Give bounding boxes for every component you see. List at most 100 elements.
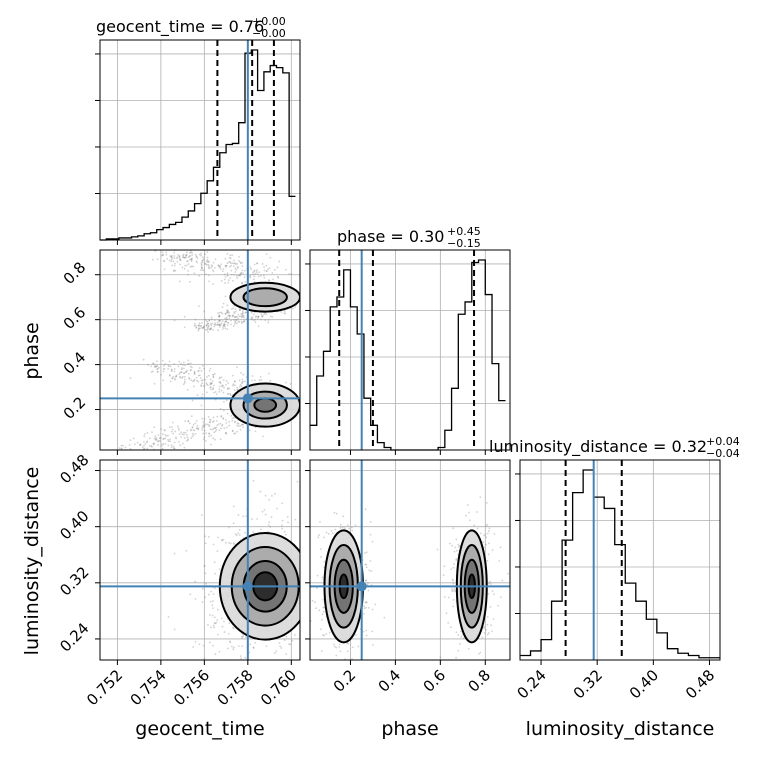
sample-point-phase-luminosity_distance [460, 635, 463, 638]
sample-point-geocent_time-luminosity_distance [286, 516, 289, 518]
xlabel-geocent-time: geocent_time [135, 718, 264, 740]
sample-point-geocent_time-phase [172, 445, 175, 448]
sample-point-phase-luminosity_distance [330, 529, 333, 532]
sample-point-geocent_time-phase [261, 315, 263, 317]
sample-point-geocent_time-luminosity_distance [201, 601, 204, 603]
sample-point-geocent_time-luminosity_distance [214, 622, 217, 625]
sample-point-geocent_time-luminosity_distance [252, 531, 255, 534]
sample-point-geocent_time-phase [146, 432, 149, 434]
sample-point-geocent_time-luminosity_distance [238, 528, 241, 531]
sample-point-phase-luminosity_distance [363, 607, 366, 610]
sample-point-geocent_time-phase [234, 421, 236, 424]
sample-point-geocent_time-luminosity_distance [232, 522, 235, 525]
sample-point-phase-luminosity_distance [443, 565, 446, 568]
sample-point-geocent_time-luminosity_distance [276, 507, 278, 510]
sample-point-geocent_time-phase [181, 368, 183, 371]
sample-point-geocent_time-phase [202, 256, 204, 259]
sample-point-geocent_time-phase [202, 423, 205, 425]
sample-point-geocent_time-phase [261, 315, 264, 318]
sample-point-geocent_time-phase [192, 385, 195, 388]
sample-point-geocent_time-phase [181, 376, 184, 379]
sample-point-geocent_time-phase [217, 312, 219, 315]
sample-point-geocent_time-phase [174, 262, 176, 265]
sample-point-geocent_time-luminosity_distance [229, 542, 232, 545]
sample-point-phase-luminosity_distance [493, 593, 495, 596]
sample-point-geocent_time-phase [142, 448, 145, 450]
sample-point-geocent_time-phase [183, 267, 186, 270]
ytick-label-geocent_time-luminosity_distance: 0.32 [56, 563, 92, 599]
sample-point-geocent_time-phase [206, 329, 208, 331]
sample-point-geocent_time-phase [242, 314, 245, 317]
sample-point-geocent_time-phase [182, 431, 185, 434]
sample-point-geocent_time-phase [241, 269, 244, 272]
sample-point-phase-luminosity_distance [346, 650, 349, 653]
sample-point-geocent_time-phase [183, 437, 186, 440]
sample-point-geocent_time-phase [176, 256, 179, 259]
sample-point-geocent_time-phase [226, 253, 229, 255]
sample-point-geocent_time-luminosity_distance [194, 598, 197, 600]
sample-point-geocent_time-luminosity_distance [366, 604, 368, 606]
sample-point-geocent_time-phase [240, 371, 242, 374]
sample-point-geocent_time-luminosity_distance [203, 565, 206, 567]
sample-point-geocent_time-phase [240, 315, 243, 317]
sample-point-geocent_time-phase [232, 314, 235, 317]
sample-point-phase-luminosity_distance [453, 563, 455, 565]
sample-point-geocent_time-phase [204, 262, 206, 265]
sample-point-geocent_time-luminosity_distance [304, 543, 306, 545]
sample-point-geocent_time-phase [224, 295, 227, 298]
sample-point-geocent_time-phase [195, 427, 198, 430]
sample-point-phase-luminosity_distance [464, 664, 466, 666]
sample-point-phase-luminosity_distance [365, 606, 367, 609]
sample-point-geocent_time-phase [222, 384, 225, 387]
sample-point-geocent_time-phase [191, 426, 194, 429]
sample-point-geocent_time-phase [213, 323, 216, 326]
sample-point-geocent_time-phase [183, 378, 186, 381]
sample-point-geocent_time-phase [207, 322, 210, 325]
sample-point-geocent_time-phase [240, 316, 243, 319]
sample-point-geocent_time-phase [161, 254, 164, 257]
sample-point-geocent_time-phase [173, 264, 176, 267]
sample-point-geocent_time-phase [205, 382, 208, 384]
sample-point-phase-luminosity_distance [331, 532, 334, 534]
sample-point-geocent_time-phase [189, 258, 191, 261]
sample-point-geocent_time-phase [210, 443, 213, 446]
sample-point-geocent_time-luminosity_distance [289, 643, 292, 646]
sample-point-geocent_time-luminosity_distance [173, 552, 176, 555]
xtick-label-phase-luminosity_distance: 0.2 [330, 666, 360, 696]
sample-point-geocent_time-luminosity_distance [283, 530, 286, 533]
sample-point-geocent_time-phase [201, 427, 204, 429]
sample-point-geocent_time-phase [221, 306, 224, 308]
sample-point-phase-luminosity_distance [346, 663, 348, 665]
sample-point-phase-luminosity_distance [461, 674, 463, 676]
xtick-label-geocent_time-luminosity_distance: 0.754 [127, 666, 170, 709]
sample-point-geocent_time-phase [173, 441, 176, 444]
sample-point-geocent_time-luminosity_distance [302, 577, 304, 579]
sample-point-geocent_time-luminosity_distance [221, 625, 224, 628]
sample-point-geocent_time-phase [215, 323, 218, 326]
sample-point-geocent_time-phase [218, 377, 221, 380]
sample-point-geocent_time-phase [197, 380, 200, 383]
sample-point-geocent_time-phase [167, 364, 170, 367]
sample-point-geocent_time-phase [231, 374, 234, 377]
sample-point-geocent_time-phase [241, 423, 244, 426]
panel-geocent-time-hist [95, 39, 301, 245]
sample-point-geocent_time-luminosity_distance [221, 538, 223, 541]
sample-point-geocent_time-phase [183, 372, 185, 375]
sample-point-phase-luminosity_distance [442, 574, 445, 577]
sample-point-geocent_time-luminosity_distance [260, 528, 262, 531]
sample-point-geocent_time-phase [236, 317, 239, 320]
sample-point-phase-luminosity_distance [364, 508, 367, 511]
sample-point-geocent_time-phase [222, 417, 224, 420]
sample-point-geocent_time-phase [225, 383, 227, 386]
sample-point-geocent_time-phase [235, 268, 238, 271]
ylabel-luminosity-distance: luminosity_distance [21, 467, 43, 656]
sample-point-geocent_time-phase [230, 264, 233, 267]
sample-point-geocent_time-phase [203, 436, 206, 439]
sample-point-geocent_time-phase [269, 256, 272, 259]
sample-point-geocent_time-luminosity_distance [318, 621, 320, 623]
sample-point-geocent_time-phase [196, 379, 199, 382]
sample-point-geocent_time-phase [183, 257, 186, 259]
sample-point-phase-luminosity_distance [334, 528, 337, 531]
sample-point-geocent_time-phase [243, 276, 246, 279]
sample-point-geocent_time-phase [186, 363, 189, 365]
